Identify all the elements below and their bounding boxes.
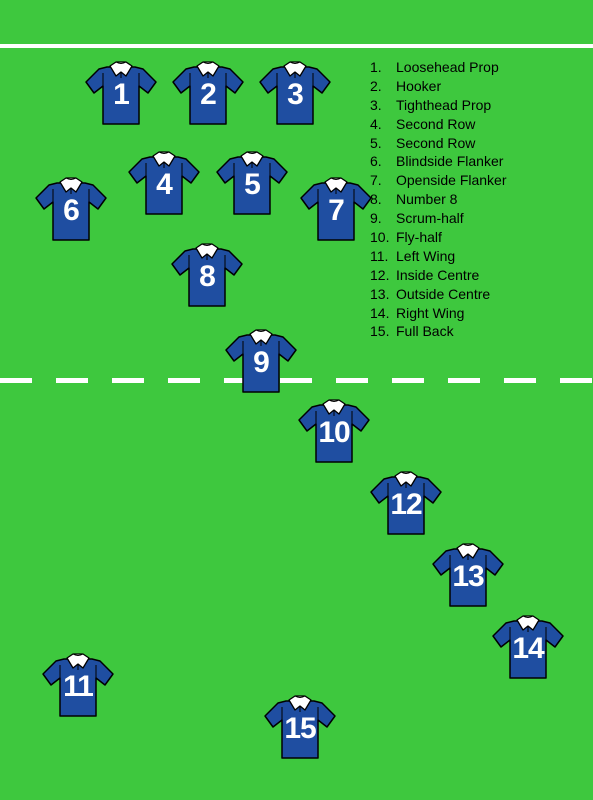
player-jersey-13: 13 [432,542,504,608]
legend-label: Second Row [396,134,475,153]
legend-number: 3. [370,96,396,115]
legend-row: 10.Fly-half [370,228,507,247]
player-jersey-10: 10 [298,398,370,464]
legend-number: 2. [370,77,396,96]
legend-label: Scrum-half [396,209,464,228]
legend-row: 3.Tighthead Prop [370,96,507,115]
player-jersey-14: 14 [492,614,564,680]
legend-label: Openside Flanker [396,171,507,190]
legend-label: Second Row [396,115,475,134]
legend-number: 14. [370,304,396,323]
legend-row: 12.Inside Centre [370,266,507,285]
legend-row: 2.Hooker [370,77,507,96]
rugby-field: 1 2 3 4 5 6 7 [0,0,593,800]
legend-number: 4. [370,115,396,134]
jersey-number: 4 [128,170,200,200]
try-line [0,44,593,48]
legend-row: 1.Loosehead Prop [370,58,507,77]
legend-row: 6.Blindside Flanker [370,152,507,171]
legend-row: 11.Left Wing [370,247,507,266]
jersey-number: 7 [300,196,372,226]
legend-row: 13.Outside Centre [370,285,507,304]
legend-label: Right Wing [396,304,464,323]
player-jersey-15: 15 [264,694,336,760]
legend-label: Left Wing [396,247,455,266]
legend-number: 10. [370,228,396,247]
player-jersey-6: 6 [35,176,107,242]
legend-number: 5. [370,134,396,153]
legend-label: Hooker [396,77,441,96]
jersey-number: 14 [492,634,564,664]
jersey-number: 5 [216,170,288,200]
jersey-number: 10 [298,418,370,448]
player-jersey-7: 7 [300,176,372,242]
legend-number: 7. [370,171,396,190]
player-jersey-5: 5 [216,150,288,216]
legend-label: Fly-half [396,228,442,247]
legend-label: Outside Centre [396,285,490,304]
player-jersey-2: 2 [172,60,244,126]
jersey-number: 2 [172,80,244,110]
jersey-number: 13 [432,562,504,592]
legend-row: 15.Full Back [370,322,507,341]
legend-row: 9.Scrum-half [370,209,507,228]
legend-label: Loosehead Prop [396,58,499,77]
jersey-number: 9 [225,348,297,378]
jersey-number: 15 [264,714,336,744]
player-jersey-3: 3 [259,60,331,126]
legend-number: 11. [370,247,396,266]
legend-label: Inside Centre [396,266,479,285]
legend-row: 4.Second Row [370,115,507,134]
jersey-number: 1 [85,80,157,110]
legend-label: Tighthead Prop [396,96,491,115]
legend-number: 15. [370,322,396,341]
legend-number: 12. [370,266,396,285]
jersey-number: 8 [171,262,243,292]
player-jersey-11: 11 [42,652,114,718]
legend-number: 6. [370,152,396,171]
legend-row: 7.Openside Flanker [370,171,507,190]
legend-number: 8. [370,190,396,209]
player-jersey-8: 8 [171,242,243,308]
jersey-number: 6 [35,196,107,226]
jersey-number: 3 [259,80,331,110]
jersey-number: 11 [42,672,114,702]
positions-legend: 1.Loosehead Prop2.Hooker3.Tighthead Prop… [370,58,507,341]
legend-row: 14.Right Wing [370,304,507,323]
player-jersey-1: 1 [85,60,157,126]
player-jersey-4: 4 [128,150,200,216]
legend-number: 1. [370,58,396,77]
legend-number: 13. [370,285,396,304]
player-jersey-9: 9 [225,328,297,394]
legend-number: 9. [370,209,396,228]
legend-label: Blindside Flanker [396,152,503,171]
player-jersey-12: 12 [370,470,442,536]
jersey-number: 12 [370,490,442,520]
legend-row: 5.Second Row [370,134,507,153]
legend-label: Full Back [396,322,454,341]
legend-label: Number 8 [396,190,457,209]
legend-row: 8.Number 8 [370,190,507,209]
